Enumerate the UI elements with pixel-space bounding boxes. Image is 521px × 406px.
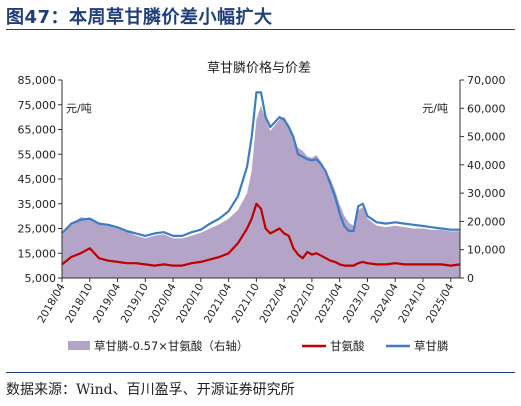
right-tick-label: 20,000 [467,215,506,228]
right-tick-label: 60,000 [467,102,506,115]
left-tick-label: 65,000 [18,124,57,137]
left-tick-label: 35,000 [18,198,57,211]
legend-spread-label: 草甘膦-0.57×甘氨酸（右轴） [94,339,248,353]
x-tick-label: 2025/04 [424,281,456,325]
left-tick-label: 25,000 [18,223,57,236]
legend-glyphosate-label: 草甘膦 [414,339,449,353]
legend-glycine-label: 甘氨酸 [330,339,365,353]
price-lines-layer [61,91,461,267]
source-note: 数据来源：Wind、百川盈孚、开源证券研究所 [6,382,295,398]
right-axis-unit: 元/吨 [422,102,448,115]
legend-spread-swatch [68,341,90,350]
left-tick-label: 45,000 [18,173,57,186]
left-tick-label: 5,000 [25,272,57,285]
chart-title: 草甘膦价格与价差 [207,60,311,76]
glyphosate-line [61,91,460,237]
source-rule [6,372,515,373]
right-tick-label: 40,000 [467,159,506,172]
figure-title: 图47：本周草甘膦价差小幅扩大 [6,7,273,28]
right-tick-label: 70,000 [467,74,506,87]
right-tick-label: 10,000 [467,244,506,257]
right-tick-label: 30,000 [467,187,506,200]
chart: 草甘膦价格与价差 5,000 15,000 25,000 35,000 45,000 55… [18,60,506,353]
glycine-line [61,202,461,267]
left-tick-label: 55,000 [18,148,57,161]
right-tick-label: 50,000 [467,131,506,144]
left-tick-label: 75,000 [18,99,57,112]
spread-area [62,105,460,278]
left-axis-unit: 元/吨 [66,102,92,115]
left-tick-label: 15,000 [18,247,57,260]
title-rule [6,29,515,30]
left-tick-label: 85,000 [18,74,57,87]
legend: 草甘膦-0.57×甘氨酸（右轴） 甘氨酸 草甘膦 [68,339,449,353]
right-tick-label: 0 [467,272,474,285]
spread-area-layer [62,105,460,278]
